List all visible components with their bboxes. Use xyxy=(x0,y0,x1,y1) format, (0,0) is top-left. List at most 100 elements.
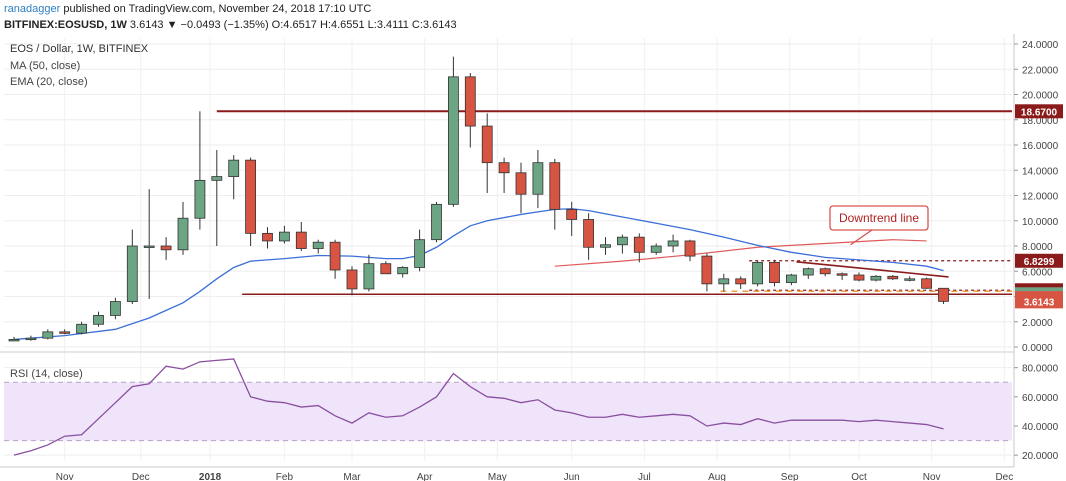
candle-up xyxy=(211,150,223,246)
candle-down xyxy=(329,239,341,279)
candle-up xyxy=(414,229,426,272)
candle-body xyxy=(414,239,426,268)
chart-canvas[interactable]: Downtrend line 0.00002.00004.00006.00008… xyxy=(0,34,1066,481)
candle-up xyxy=(870,275,882,282)
candle-down xyxy=(549,158,561,230)
downtrend-line xyxy=(796,260,949,278)
rsi-y-tick-label: 80.0000 xyxy=(1022,364,1059,375)
publication-header: ranadagger published on TradingView.com,… xyxy=(0,0,1066,34)
candle-down xyxy=(735,276,747,289)
y-tick-label: 20.0000 xyxy=(1022,91,1059,102)
candle-body xyxy=(617,236,628,246)
candle-body xyxy=(650,245,662,253)
candle-up xyxy=(8,336,20,342)
candle-body xyxy=(8,339,20,342)
candle-body xyxy=(93,315,104,325)
legend-ma: MA (50, close) xyxy=(10,60,80,72)
candle-body xyxy=(786,274,797,284)
candle-up xyxy=(397,266,409,278)
candle-up xyxy=(447,56,459,207)
candle-up xyxy=(904,276,916,282)
candle-body xyxy=(262,232,273,242)
rsi-band xyxy=(4,381,1012,442)
candle-up xyxy=(228,155,240,200)
price-label-box xyxy=(1015,294,1063,309)
candle-down xyxy=(819,267,831,277)
candle-body xyxy=(25,337,37,341)
candle-down xyxy=(59,329,71,335)
candle-body xyxy=(735,278,747,285)
ma-path xyxy=(554,239,927,267)
candle-body xyxy=(464,76,476,127)
candle-body xyxy=(701,255,713,285)
candle-body xyxy=(110,301,121,316)
candle-down xyxy=(701,253,713,292)
candle-down xyxy=(583,213,594,260)
candle-down xyxy=(346,266,358,296)
candle-up xyxy=(802,267,814,279)
x-tick-label: Jul xyxy=(638,472,651,481)
candle-up xyxy=(177,201,189,255)
candle-down xyxy=(566,201,578,236)
candle-up xyxy=(143,189,155,300)
candle-down xyxy=(464,73,476,148)
candle-up xyxy=(718,273,730,292)
candle-body xyxy=(769,262,780,284)
chart-legend: EOS / Dollar, 1W, BITFINEX MA (50, close… xyxy=(10,43,149,380)
candle-up xyxy=(76,321,87,335)
publisher-line: ranadagger published on TradingView.com,… xyxy=(4,3,371,15)
candle-body xyxy=(752,262,763,285)
candle-body xyxy=(245,159,257,234)
x-tick-label: Nov xyxy=(923,472,941,481)
candle-up xyxy=(194,111,206,230)
candle-body xyxy=(278,231,290,242)
candle-body xyxy=(447,76,459,205)
candle-body xyxy=(633,236,645,253)
candle-body xyxy=(718,278,730,285)
candle-body xyxy=(211,176,223,181)
candle-down xyxy=(295,222,307,252)
rsi-y-tick-label: 40.0000 xyxy=(1022,422,1059,433)
x-tick-label: May xyxy=(488,472,507,481)
x-tick-label: Sep xyxy=(781,472,799,481)
legend-ema: EMA (20, close) xyxy=(10,76,88,88)
candle-up xyxy=(25,335,37,341)
candle-up xyxy=(650,243,662,255)
level-lines xyxy=(216,110,1012,296)
quote-values: 3.6143 ▼ −0.0493 (−1.35%) O:4.6517 H:4.6… xyxy=(129,19,457,31)
rsi-path xyxy=(13,358,944,456)
candle-up xyxy=(363,254,375,292)
rsi-y-tick-label: 20.0000 xyxy=(1022,451,1059,462)
y-tick-label: 16.0000 xyxy=(1022,141,1059,152)
price-label-box xyxy=(1015,104,1063,119)
candle-body xyxy=(59,331,71,334)
x-tick-label: Aug xyxy=(708,472,726,481)
candle-body xyxy=(346,269,358,290)
ema-path xyxy=(13,208,944,341)
candle-body xyxy=(177,217,189,251)
candle-body xyxy=(684,240,696,257)
candle-up xyxy=(312,239,324,254)
y-tick-label: 12.0000 xyxy=(1022,192,1059,203)
candle-body xyxy=(921,278,932,289)
x-tick-label: Oct xyxy=(851,472,867,481)
x-tick-label: Dec xyxy=(995,472,1013,481)
rsi-band-fill xyxy=(4,382,1012,441)
x-tick-label: Mar xyxy=(343,472,361,481)
legend-title: EOS / Dollar, 1W, BITFINEX xyxy=(10,43,149,55)
candle-body xyxy=(76,323,87,334)
candle-up xyxy=(93,311,104,327)
candle-up xyxy=(42,329,54,340)
candle-body xyxy=(515,172,527,195)
callout-arrow xyxy=(850,229,873,246)
y-tick-label: 22.0000 xyxy=(1022,65,1059,76)
author-name[interactable]: ranadagger xyxy=(4,3,61,15)
candle-down xyxy=(160,237,172,260)
candle-body xyxy=(295,231,307,249)
candle-up xyxy=(110,297,121,320)
candle-down xyxy=(921,277,932,289)
x-tick-label: Apr xyxy=(417,472,433,481)
candle-down xyxy=(938,287,949,304)
y-tick-label: 24.0000 xyxy=(1022,40,1059,51)
candle-up xyxy=(617,234,628,254)
